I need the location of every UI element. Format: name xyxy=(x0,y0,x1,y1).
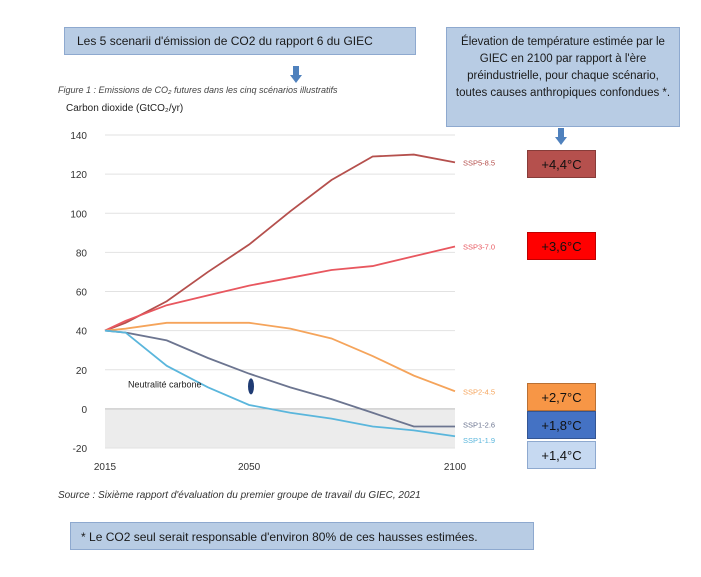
temperature-box: +4,4°C xyxy=(527,150,596,178)
y-tick-label: 0 xyxy=(81,405,87,416)
figure-caption: Figure 1 : Emissions de CO₂ futures dans… xyxy=(58,85,338,95)
y-tick-label: 120 xyxy=(70,170,87,181)
series-line-ssp1-1.9 xyxy=(104,329,456,438)
y-tick-label: -20 xyxy=(73,444,88,455)
series-label: SSP5-8.5 xyxy=(463,158,495,167)
series-line-ssp2-4.5 xyxy=(104,321,456,393)
y-tick-label: 140 xyxy=(70,131,87,142)
carbon-neutrality-label: Neutralité carbone xyxy=(128,379,202,389)
temperature-box: +1,8°C xyxy=(527,411,596,439)
temperature-box: +3,6°C xyxy=(527,232,596,260)
y-tick-label: 100 xyxy=(70,209,87,220)
series-line-ssp5-8.5 xyxy=(104,153,456,332)
x-tick-label: 2015 xyxy=(94,462,117,473)
down-arrow-icon xyxy=(555,128,567,145)
y-tick-label: 40 xyxy=(76,327,88,338)
down-arrow-icon xyxy=(290,66,302,83)
y-tick-label: 60 xyxy=(76,288,88,299)
y-tick-label: 20 xyxy=(76,366,88,377)
x-tick-label: 2100 xyxy=(444,462,467,473)
series-label: SSP1-1.9 xyxy=(463,436,495,445)
footnote-callout: * Le CO2 seul serait responsable d'envir… xyxy=(70,522,534,550)
series-label: SSP2-4.5 xyxy=(463,387,495,396)
series-line-ssp1-2.6 xyxy=(104,329,455,428)
y-tick-label: 80 xyxy=(76,248,88,259)
temperature-box: +2,7°C xyxy=(527,383,596,411)
carbon-neutrality-marker xyxy=(248,378,254,395)
y-axis-label: Carbon dioxide (GtCO₂/yr) xyxy=(66,103,183,114)
temperature-box: +1,4°C xyxy=(527,441,596,469)
footnote-text: Le CO2 seul serait responsable d'environ… xyxy=(89,530,478,544)
series-label: SSP3-7.0 xyxy=(463,243,495,252)
title-callout: Les 5 scenarii d'émission de CO2 du rapp… xyxy=(64,27,416,55)
footnote-mark: * xyxy=(81,530,86,544)
series-label: SSP1-2.6 xyxy=(463,421,495,430)
x-tick-label: 2050 xyxy=(238,462,261,473)
temperature-note-callout: Élevation de température estimée par le … xyxy=(446,27,680,127)
source-note: Source : Sixième rapport d'évaluation du… xyxy=(58,490,421,501)
series-line-ssp3-7.0 xyxy=(104,245,456,332)
